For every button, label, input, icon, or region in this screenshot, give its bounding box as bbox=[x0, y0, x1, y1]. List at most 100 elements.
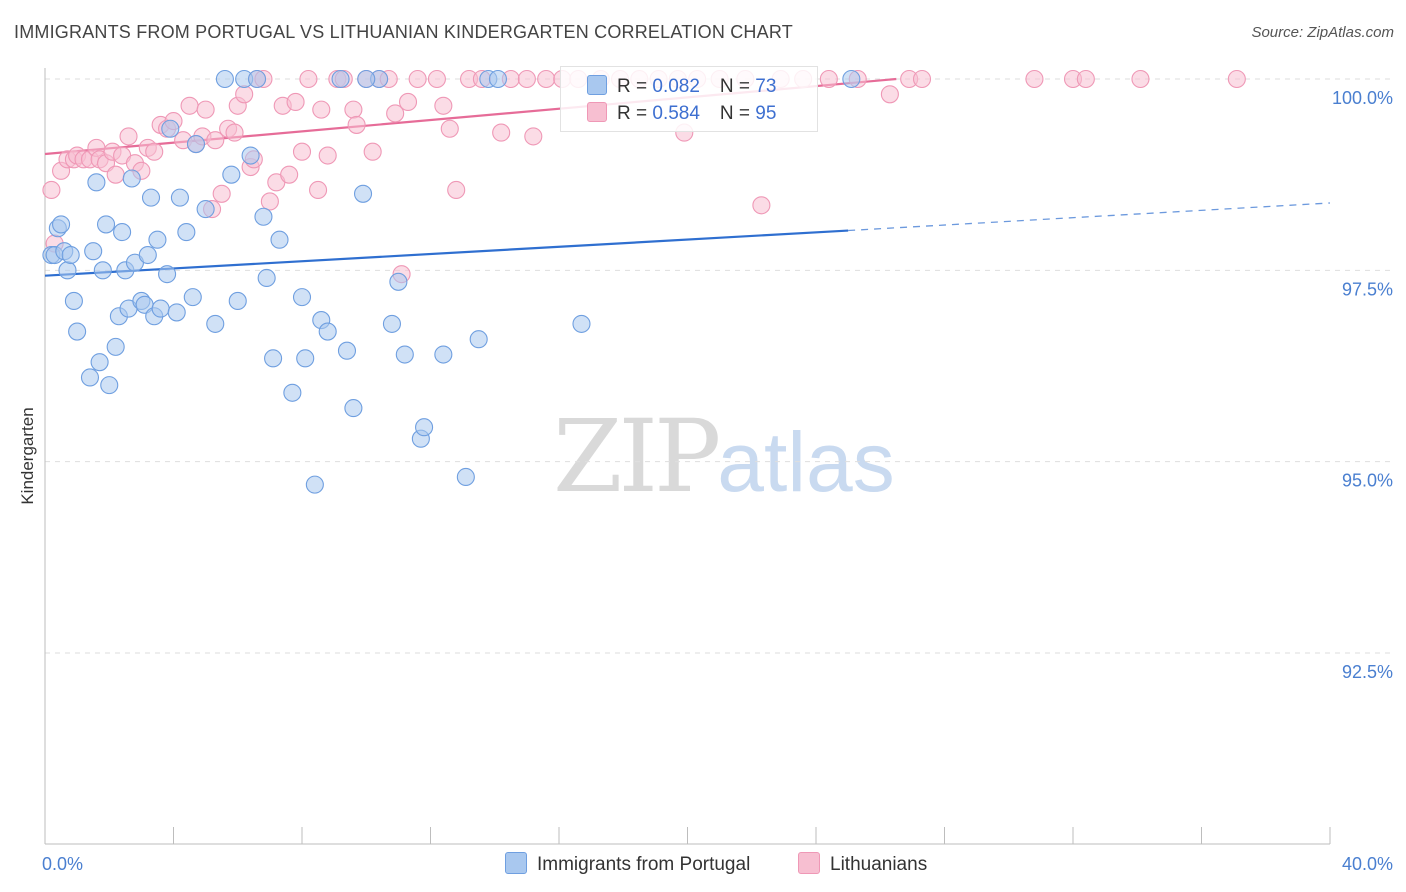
data-point-portugal bbox=[87, 173, 106, 192]
data-point-lithuanians bbox=[212, 184, 231, 203]
data-point-portugal bbox=[161, 119, 180, 138]
data-point-lithuanians bbox=[318, 146, 337, 165]
data-point-lithuanians bbox=[145, 142, 164, 161]
trend-extension-portugal bbox=[848, 202, 1331, 232]
data-point-portugal bbox=[305, 475, 324, 494]
data-point-portugal bbox=[337, 341, 357, 360]
data-point-portugal bbox=[257, 268, 276, 288]
data-point-portugal bbox=[138, 245, 157, 265]
series-immigrants-from-portugal bbox=[42, 69, 861, 494]
legend-r-value: 0.082 bbox=[652, 76, 700, 97]
legend-r-value: 0.584 bbox=[652, 103, 700, 124]
data-point-lithuanians bbox=[440, 119, 459, 138]
data-point-portugal bbox=[254, 207, 273, 226]
data-point-lithuanians bbox=[524, 127, 543, 146]
watermark-zip: ZIP bbox=[553, 398, 721, 515]
data-point-portugal bbox=[215, 69, 234, 89]
axes bbox=[44, 68, 1331, 845]
data-point-portugal bbox=[389, 272, 408, 291]
data-point-lithuanians bbox=[206, 131, 225, 150]
data-point-lithuanians bbox=[398, 92, 418, 112]
data-point-lithuanians bbox=[347, 115, 366, 134]
data-point-portugal bbox=[456, 467, 475, 487]
x-tick-label: 0.0% bbox=[42, 854, 83, 874]
data-point-portugal bbox=[357, 69, 376, 89]
data-point-portugal bbox=[196, 200, 215, 219]
data-point-portugal bbox=[264, 349, 283, 368]
y-tick-label: 97.5% bbox=[1342, 279, 1393, 299]
data-point-lithuanians bbox=[492, 123, 511, 142]
data-point-lithuanians bbox=[1227, 69, 1246, 89]
legend-label: Lithuanians bbox=[830, 854, 928, 875]
source-label: Source: ZipAtlas.com bbox=[1251, 24, 1394, 41]
data-point-portugal bbox=[247, 69, 267, 89]
x-tick-label: 40.0% bbox=[1342, 854, 1393, 874]
data-point-portugal bbox=[353, 184, 373, 203]
data-point-lithuanians bbox=[1131, 69, 1150, 89]
data-point-lithuanians bbox=[447, 180, 466, 200]
data-point-portugal bbox=[58, 261, 77, 280]
data-point-lithuanians bbox=[434, 96, 453, 115]
legend-n-value: 95 bbox=[755, 103, 777, 124]
data-point-portugal bbox=[167, 303, 186, 322]
data-point-portugal bbox=[469, 330, 488, 349]
data-point-portugal bbox=[572, 314, 591, 333]
data-point-portugal bbox=[283, 383, 302, 402]
data-point-portugal bbox=[415, 418, 434, 437]
data-point-portugal bbox=[158, 265, 177, 284]
data-point-lithuanians bbox=[292, 142, 312, 161]
data-point-portugal bbox=[292, 288, 312, 307]
data-point-portugal bbox=[206, 314, 225, 333]
data-point-portugal bbox=[842, 69, 861, 89]
data-point-portugal bbox=[151, 299, 170, 318]
data-point-lithuanians bbox=[225, 123, 244, 142]
y-tick-label: 92.5% bbox=[1342, 662, 1393, 682]
data-point-lithuanians bbox=[1025, 69, 1044, 89]
data-point-portugal bbox=[331, 69, 350, 89]
data-point-lithuanians bbox=[196, 100, 215, 119]
y-tick-label: 100.0% bbox=[1332, 88, 1393, 108]
data-point-lithuanians bbox=[309, 180, 328, 200]
data-point-portugal bbox=[106, 337, 125, 356]
data-point-portugal bbox=[80, 368, 100, 387]
data-point-portugal bbox=[61, 245, 80, 265]
data-point-portugal bbox=[93, 261, 112, 280]
legend-swatch-pink bbox=[587, 102, 607, 122]
data-point-portugal bbox=[141, 188, 161, 207]
data-point-portugal bbox=[318, 322, 337, 341]
data-point-portugal bbox=[222, 165, 241, 184]
data-point-portugal bbox=[64, 291, 83, 310]
legend-swatch-blue bbox=[505, 852, 527, 874]
y-tick-label: 95.0% bbox=[1342, 471, 1393, 491]
correlation-legend: R = 0.082 N = 73 R = 0.584 N = 95 bbox=[560, 66, 818, 132]
data-point-lithuanians bbox=[517, 69, 536, 89]
legend-row-portugal: R = 0.082 N = 73 bbox=[587, 75, 776, 99]
data-point-lithuanians bbox=[752, 196, 771, 215]
trend-line-portugal bbox=[44, 229, 849, 277]
legend-row-lithuanians: R = 0.584 N = 95 bbox=[587, 102, 776, 126]
data-point-portugal bbox=[241, 146, 260, 165]
data-point-portugal bbox=[344, 399, 363, 418]
data-point-portugal bbox=[113, 223, 132, 242]
data-point-lithuanians bbox=[537, 69, 556, 89]
legend-n-label: N = bbox=[719, 76, 756, 97]
data-point-lithuanians bbox=[299, 69, 318, 89]
chart-title: IMMIGRANTS FROM PORTUGAL VS LITHUANIAN K… bbox=[14, 22, 793, 42]
data-point-portugal bbox=[186, 135, 206, 154]
data-point-portugal bbox=[90, 353, 109, 372]
data-point-portugal bbox=[382, 314, 402, 333]
bottom-legend-portugal: Immigrants from Portugal bbox=[505, 852, 750, 876]
axis-labels: 100.0% 97.5% 95.0% 92.5% 0.0% 40.0% Kindergart… bbox=[18, 88, 1393, 874]
data-point-portugal bbox=[122, 169, 141, 188]
data-point-portugal bbox=[148, 230, 167, 249]
data-point-lithuanians bbox=[386, 104, 405, 123]
data-point-portugal bbox=[183, 288, 202, 307]
data-point-portugal bbox=[52, 215, 71, 234]
data-point-lithuanians bbox=[286, 92, 305, 112]
bottom-legend-lithuanians: Lithuanians bbox=[798, 852, 927, 876]
data-point-portugal bbox=[100, 376, 119, 395]
data-point-lithuanians bbox=[42, 180, 61, 200]
data-point-portugal bbox=[170, 188, 189, 207]
data-point-lithuanians bbox=[880, 85, 899, 104]
